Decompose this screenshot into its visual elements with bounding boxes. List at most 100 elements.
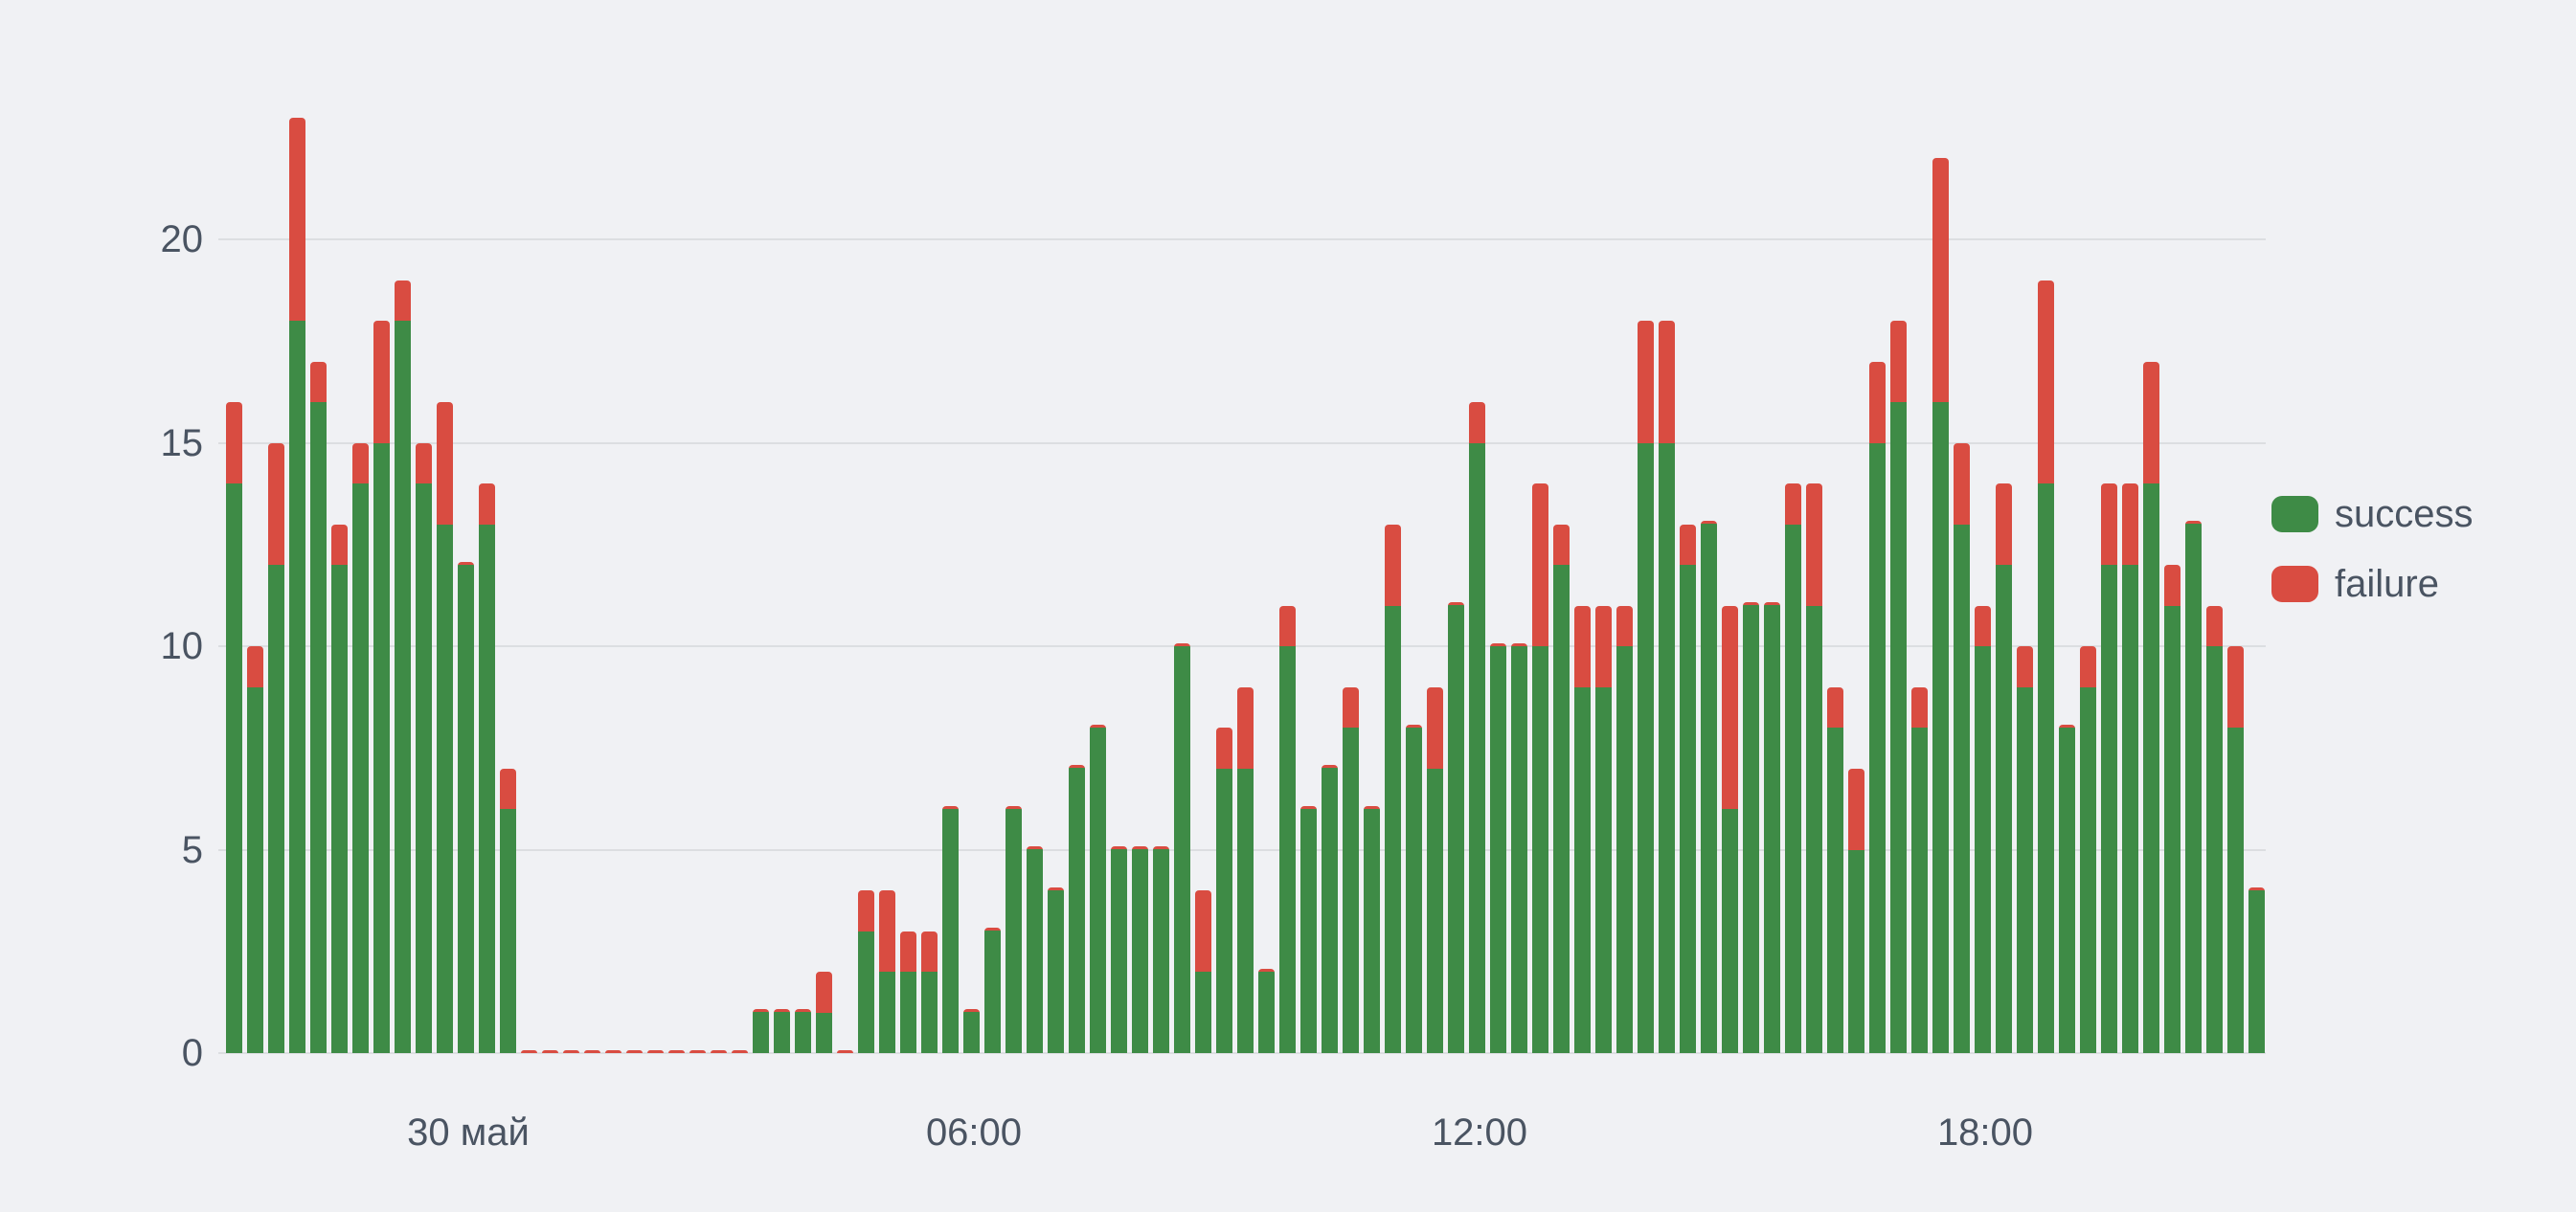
bar[interactable] bbox=[1195, 890, 1211, 1053]
bar[interactable] bbox=[984, 928, 1001, 1053]
bar[interactable] bbox=[1954, 442, 1970, 1053]
bar[interactable] bbox=[1911, 686, 1928, 1053]
bar[interactable] bbox=[395, 280, 411, 1053]
bar[interactable] bbox=[2206, 605, 2223, 1053]
bar[interactable] bbox=[1932, 158, 1949, 1053]
bar[interactable] bbox=[921, 931, 938, 1053]
bar[interactable] bbox=[1848, 768, 1864, 1053]
bar[interactable] bbox=[1069, 765, 1085, 1053]
bar[interactable] bbox=[1827, 686, 1843, 1053]
bar[interactable] bbox=[458, 561, 474, 1053]
bar[interactable] bbox=[563, 1049, 579, 1053]
bar[interactable] bbox=[1258, 968, 1275, 1053]
bar[interactable] bbox=[1427, 686, 1443, 1053]
bar[interactable] bbox=[879, 890, 895, 1053]
bar[interactable] bbox=[331, 524, 348, 1053]
bar[interactable] bbox=[1869, 361, 1886, 1053]
bar[interactable] bbox=[1806, 483, 1822, 1053]
bar[interactable] bbox=[2227, 646, 2244, 1053]
bar[interactable] bbox=[753, 1009, 769, 1053]
bar[interactable] bbox=[373, 321, 390, 1053]
bar[interactable] bbox=[268, 442, 284, 1053]
bar[interactable] bbox=[437, 402, 453, 1053]
bar[interactable] bbox=[1406, 724, 1422, 1053]
bar-failure-segment bbox=[331, 524, 348, 565]
bar[interactable] bbox=[605, 1049, 621, 1053]
bar[interactable] bbox=[1490, 642, 1506, 1053]
bar[interactable] bbox=[900, 931, 916, 1053]
bar[interactable] bbox=[1322, 765, 1338, 1053]
bar[interactable] bbox=[1553, 524, 1570, 1053]
bar[interactable] bbox=[2122, 483, 2138, 1053]
bar[interactable] bbox=[1722, 605, 1738, 1053]
bar[interactable] bbox=[1111, 846, 1127, 1053]
bar[interactable] bbox=[2017, 646, 2033, 1053]
bar[interactable] bbox=[1701, 521, 1717, 1053]
bar[interactable] bbox=[2059, 724, 2075, 1053]
bar[interactable] bbox=[226, 402, 242, 1053]
bar[interactable] bbox=[1153, 846, 1169, 1053]
bar[interactable] bbox=[732, 1049, 748, 1053]
bar[interactable] bbox=[416, 442, 432, 1053]
bar[interactable] bbox=[500, 768, 516, 1053]
bar[interactable] bbox=[1511, 642, 1527, 1053]
legend-item-failure[interactable]: failure bbox=[2271, 565, 2474, 603]
bar[interactable] bbox=[1595, 605, 1612, 1053]
bar[interactable] bbox=[1532, 483, 1548, 1053]
bar[interactable] bbox=[289, 117, 305, 1053]
bar[interactable] bbox=[1574, 605, 1591, 1053]
bar[interactable] bbox=[2185, 521, 2202, 1053]
bar[interactable] bbox=[2080, 646, 2096, 1053]
bar[interactable] bbox=[626, 1049, 643, 1053]
bar[interactable] bbox=[1364, 805, 1380, 1053]
legend-item-success[interactable]: success bbox=[2271, 495, 2474, 533]
bar[interactable] bbox=[668, 1049, 685, 1053]
bar[interactable] bbox=[816, 972, 832, 1053]
bar[interactable] bbox=[774, 1009, 790, 1053]
bar[interactable] bbox=[1890, 321, 1907, 1053]
bar[interactable] bbox=[521, 1049, 537, 1053]
bar[interactable] bbox=[837, 1049, 853, 1053]
bar[interactable] bbox=[584, 1049, 600, 1053]
bar[interactable] bbox=[1237, 686, 1254, 1053]
bar[interactable] bbox=[795, 1009, 811, 1053]
bar[interactable] bbox=[1638, 321, 1654, 1053]
bar[interactable] bbox=[963, 1009, 980, 1053]
bar[interactable] bbox=[1385, 524, 1401, 1053]
bar[interactable] bbox=[942, 805, 959, 1053]
bar[interactable] bbox=[1469, 402, 1485, 1053]
bar[interactable] bbox=[1279, 605, 1296, 1053]
bar[interactable] bbox=[647, 1049, 664, 1053]
bar[interactable] bbox=[1975, 605, 1991, 1053]
bar[interactable] bbox=[1300, 805, 1317, 1053]
bar[interactable] bbox=[1027, 846, 1043, 1053]
bar[interactable] bbox=[1448, 602, 1464, 1053]
bar[interactable] bbox=[2164, 565, 2181, 1053]
bar[interactable] bbox=[1343, 686, 1359, 1053]
bar[interactable] bbox=[1174, 642, 1190, 1053]
bar[interactable] bbox=[1090, 724, 1106, 1053]
bar[interactable] bbox=[2038, 280, 2054, 1053]
bar[interactable] bbox=[1048, 887, 1064, 1053]
bar[interactable] bbox=[711, 1049, 727, 1053]
bar[interactable] bbox=[1006, 805, 1022, 1053]
bar[interactable] bbox=[2101, 483, 2117, 1053]
bar[interactable] bbox=[1616, 605, 1633, 1053]
bar[interactable] bbox=[2143, 361, 2159, 1053]
bar[interactable] bbox=[689, 1049, 706, 1053]
bar[interactable] bbox=[1996, 483, 2012, 1053]
bar[interactable] bbox=[2248, 887, 2265, 1053]
bar[interactable] bbox=[858, 890, 874, 1053]
bar[interactable] bbox=[542, 1049, 558, 1053]
bar[interactable] bbox=[1680, 524, 1696, 1053]
bar[interactable] bbox=[352, 442, 369, 1053]
bar[interactable] bbox=[1785, 483, 1801, 1053]
bar[interactable] bbox=[247, 646, 263, 1053]
bar[interactable] bbox=[1764, 602, 1780, 1053]
bar[interactable] bbox=[1659, 321, 1675, 1053]
bar[interactable] bbox=[1216, 728, 1232, 1053]
bar[interactable] bbox=[479, 483, 495, 1053]
bar[interactable] bbox=[310, 361, 327, 1053]
bar[interactable] bbox=[1743, 602, 1759, 1053]
bar[interactable] bbox=[1132, 846, 1148, 1053]
